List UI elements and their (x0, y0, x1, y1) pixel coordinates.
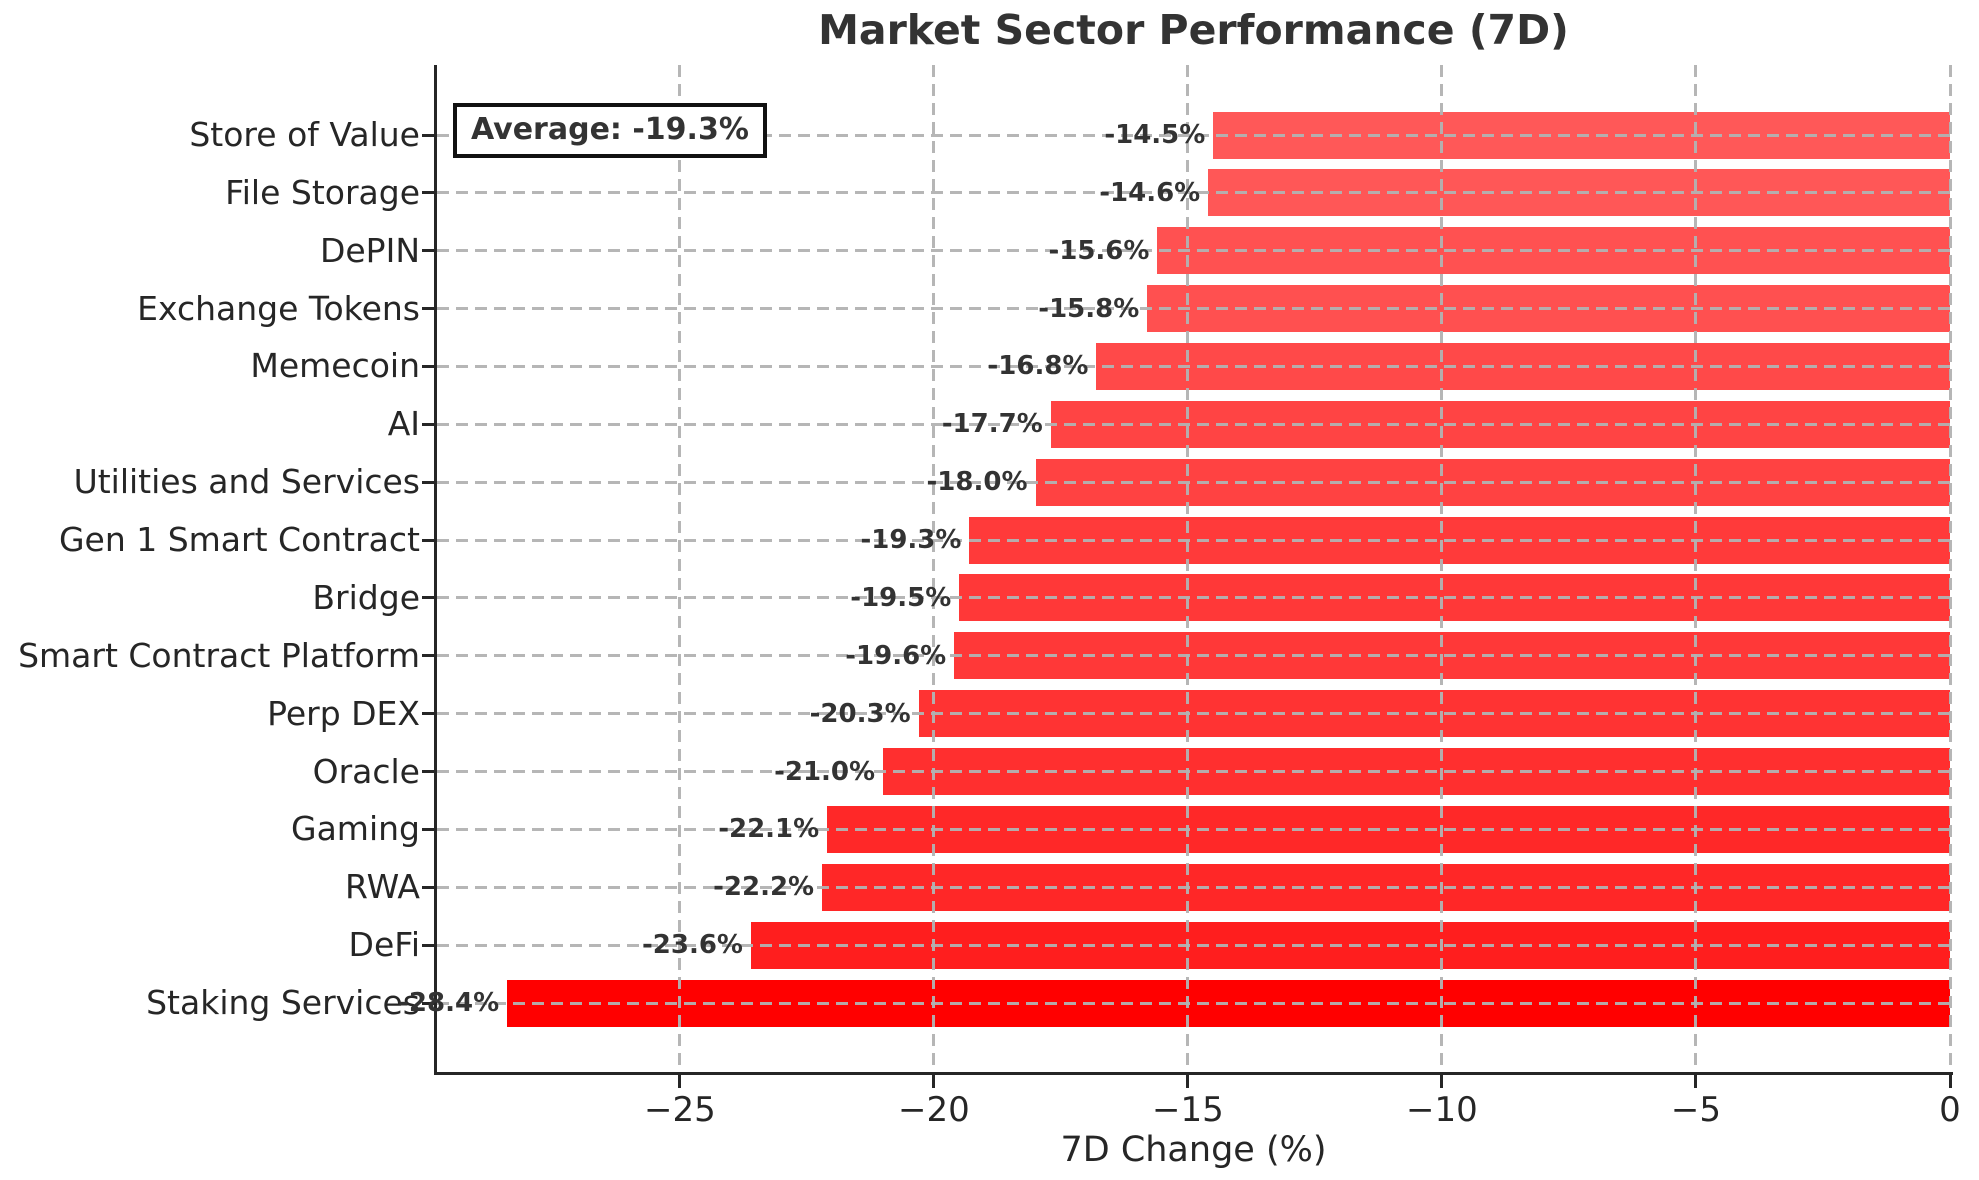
x-tick-label-0: 0 (1939, 1090, 1961, 1130)
value-label-gen-1-smart-contract: -19.3% (860, 525, 962, 556)
y-tick-mark-rwa (422, 885, 434, 889)
y-tick-mark-memecoin (422, 364, 434, 368)
x-tick-mark-−25 (678, 1075, 682, 1088)
hgrid-line-depin (437, 249, 1950, 253)
hgrid-line-oracle (437, 770, 1950, 774)
hgrid-line-file-storage (437, 191, 1950, 195)
value-label-perp-dex: -20.3% (809, 698, 911, 729)
y-tick-label-depin: DePIN (319, 230, 420, 270)
plot-area: -14.5% -14.6% -15.6% -15.8% -16.8% -17.7% -18.… (398, 65, 1952, 1072)
y-tick-mark-perp-dex (422, 712, 434, 716)
x-axis-spine (434, 1072, 1953, 1075)
y-tick-mark-staking-services (422, 1001, 434, 1005)
y-tick-label-rwa: RWA (345, 867, 420, 907)
value-label-depin: -15.6% (1048, 235, 1150, 266)
hgrid-line-ai (437, 422, 1950, 426)
y-tick-label-exchange-tokens: Exchange Tokens (137, 288, 420, 328)
y-tick-label-perp-dex: Perp DEX (267, 693, 420, 733)
y-tick-mark-exchange-tokens (422, 307, 434, 311)
value-label-store-of-value: -14.5% (1104, 120, 1206, 150)
hgrid-line-defi (437, 943, 1950, 947)
value-label-bridge: -19.5% (850, 582, 952, 613)
x-tick-label-−20: −20 (897, 1090, 970, 1130)
hgrid-line-exchange-tokens (437, 307, 1950, 311)
hgrid-line-store-of-value (437, 133, 1950, 137)
y-tick-mark-defi (422, 943, 434, 947)
y-tick-label-bridge: Bridge (312, 577, 420, 617)
y-tick-mark-store-of-value (422, 133, 434, 137)
y-tick-label-oracle: Oracle (312, 751, 420, 791)
hgrid-line-utilities-and-services (437, 480, 1950, 484)
value-label-oracle: -21.0% (774, 756, 876, 787)
y-tick-label-gen-1-smart-contract: Gen 1 Smart Contract (58, 520, 420, 560)
hgrid-line-gen-1-smart-contract (437, 538, 1950, 542)
y-tick-label-gaming: Gaming (291, 809, 420, 849)
y-tick-label-utilities-and-services: Utilities and Services (73, 462, 420, 502)
y-tick-mark-smart-contract-platform (422, 654, 434, 658)
vgrid-line-−25 (678, 65, 682, 1072)
y-axis-spine (434, 65, 437, 1075)
value-label-utilities-and-services: -18.0% (926, 467, 1028, 498)
hgrid-line-staking-services (437, 1001, 1950, 1005)
y-tick-mark-oracle (422, 770, 434, 774)
y-tick-label-staking-services: Staking Services (146, 983, 420, 1022)
value-label-defi: -23.6% (641, 930, 743, 961)
vgrid-line-−20 (932, 65, 936, 1072)
y-tick-label-file-storage: File Storage (225, 172, 420, 212)
average-annotation-box: Average: -19.3% (453, 103, 767, 158)
y-tick-label-store-of-value: Store of Value (189, 115, 420, 154)
x-tick-mark-−15 (1186, 1075, 1190, 1088)
x-tick-label-−25: −25 (643, 1090, 716, 1130)
y-tick-label-defi: DeFi (348, 925, 420, 965)
x-tick-label-−15: −15 (1152, 1090, 1224, 1130)
value-label-staking-services: -28.4% (398, 988, 500, 1018)
hgrid-line-perp-dex (437, 712, 1950, 716)
y-tick-label-smart-contract-platform: Smart Contract Platform (18, 635, 420, 675)
hgrid-line-smart-contract-platform (437, 654, 1950, 658)
y-tick-mark-utilities-and-services (422, 480, 434, 484)
hgrid-line-memecoin (437, 364, 1950, 368)
y-tick-mark-ai (422, 422, 434, 426)
y-tick-mark-file-storage (422, 191, 434, 195)
y-tick-mark-gaming (422, 827, 434, 831)
hgrid-line-bridge (437, 596, 1950, 600)
x-tick-mark-−5 (1694, 1075, 1698, 1088)
hgrid-line-rwa (437, 885, 1950, 889)
x-tick-mark-−20 (932, 1075, 936, 1088)
value-label-file-storage: -14.6% (1099, 177, 1201, 208)
vgrid-line-−10 (1440, 65, 1444, 1072)
x-tick-mark-0 (1948, 1075, 1952, 1088)
value-label-exchange-tokens: -15.8% (1038, 293, 1140, 324)
y-tick-mark-bridge (422, 596, 434, 600)
x-tick-label-−5: −5 (1670, 1090, 1722, 1130)
value-label-smart-contract-platform: -19.6% (845, 640, 947, 671)
vgrid-line-−15 (1186, 65, 1190, 1072)
chart-title: Market Sector Performance (7D) (818, 6, 1569, 54)
x-tick-label-−10: −10 (1406, 1090, 1478, 1130)
y-tick-mark-depin (422, 249, 434, 253)
x-tick-mark-−10 (1440, 1075, 1444, 1088)
value-label-memecoin: -16.8% (987, 351, 1089, 382)
y-tick-mark-gen-1-smart-contract (422, 538, 434, 542)
hgrid-line-gaming (437, 827, 1950, 831)
x-axis-label: 7D Change (%) (1060, 1130, 1327, 1170)
vgrid-line-0 (1948, 65, 1952, 1072)
y-tick-label-memecoin: Memecoin (250, 346, 420, 386)
y-tick-label-ai: AI (387, 404, 420, 444)
vgrid-line-−5 (1694, 65, 1698, 1072)
value-label-ai: -17.7% (941, 409, 1043, 440)
value-label-rwa: -22.2% (713, 872, 815, 903)
value-label-gaming: -22.1% (718, 814, 820, 845)
